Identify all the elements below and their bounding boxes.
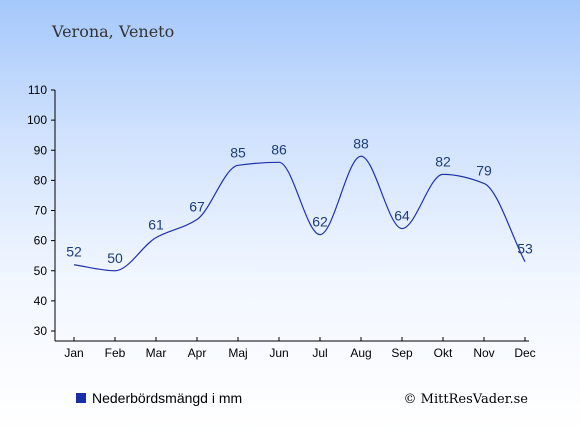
data-labels: 52 50 61 67 85 86 62 88 64 82 79 53 [66, 135, 533, 265]
data-label: 53 [517, 241, 533, 257]
chart-title: Verona, Veneto [51, 22, 174, 41]
data-label: 86 [271, 141, 287, 157]
legend-marker [76, 393, 86, 403]
x-tick-label: Nov [473, 346, 494, 360]
x-tick-label: Aug [350, 346, 371, 360]
y-tick-label: 30 [34, 324, 48, 338]
x-tick-label: Okt [434, 346, 453, 360]
legend-label: Nederbördsmängd i mm [92, 390, 242, 406]
x-tick-label: Maj [228, 346, 247, 360]
copyright-text: © MittResVader.se [404, 392, 529, 407]
y-tick-label: 100 [27, 113, 47, 127]
series-line [73, 155, 526, 272]
y-tick-label: 90 [34, 143, 48, 157]
x-tick-label: Dec [514, 346, 535, 360]
data-label: 50 [107, 250, 123, 266]
y-tick-label: 110 [28, 83, 47, 97]
data-label: 79 [476, 162, 492, 178]
y-tick-label: 40 [34, 294, 48, 308]
x-tick-label: Apr [188, 346, 207, 360]
data-label: 85 [230, 144, 246, 160]
data-label: 52 [66, 244, 82, 260]
x-tick-label: Jun [269, 346, 288, 360]
data-label: 64 [394, 208, 410, 224]
data-label: 67 [189, 199, 205, 215]
x-tick-label: Mar [146, 346, 167, 360]
x-tick-label: Jul [312, 346, 327, 360]
data-label: 61 [148, 217, 164, 233]
series-layer [73, 155, 526, 272]
y-tick-label: 60 [34, 234, 48, 248]
y-tick-label: 70 [34, 204, 48, 218]
axes: 30 40 50 60 70 80 90 100 110 Jan Feb Mar Apr Maj Jun Ju… [27, 83, 536, 360]
y-tick-label: 50 [34, 264, 48, 278]
x-tick-label: Feb [105, 346, 126, 360]
data-label: 62 [312, 214, 328, 230]
y-tick-label: 80 [34, 173, 48, 187]
x-tick-label: Sep [391, 346, 413, 360]
data-label: 82 [435, 153, 451, 169]
x-tick-label: Jan [64, 346, 83, 360]
data-label: 88 [353, 135, 369, 151]
